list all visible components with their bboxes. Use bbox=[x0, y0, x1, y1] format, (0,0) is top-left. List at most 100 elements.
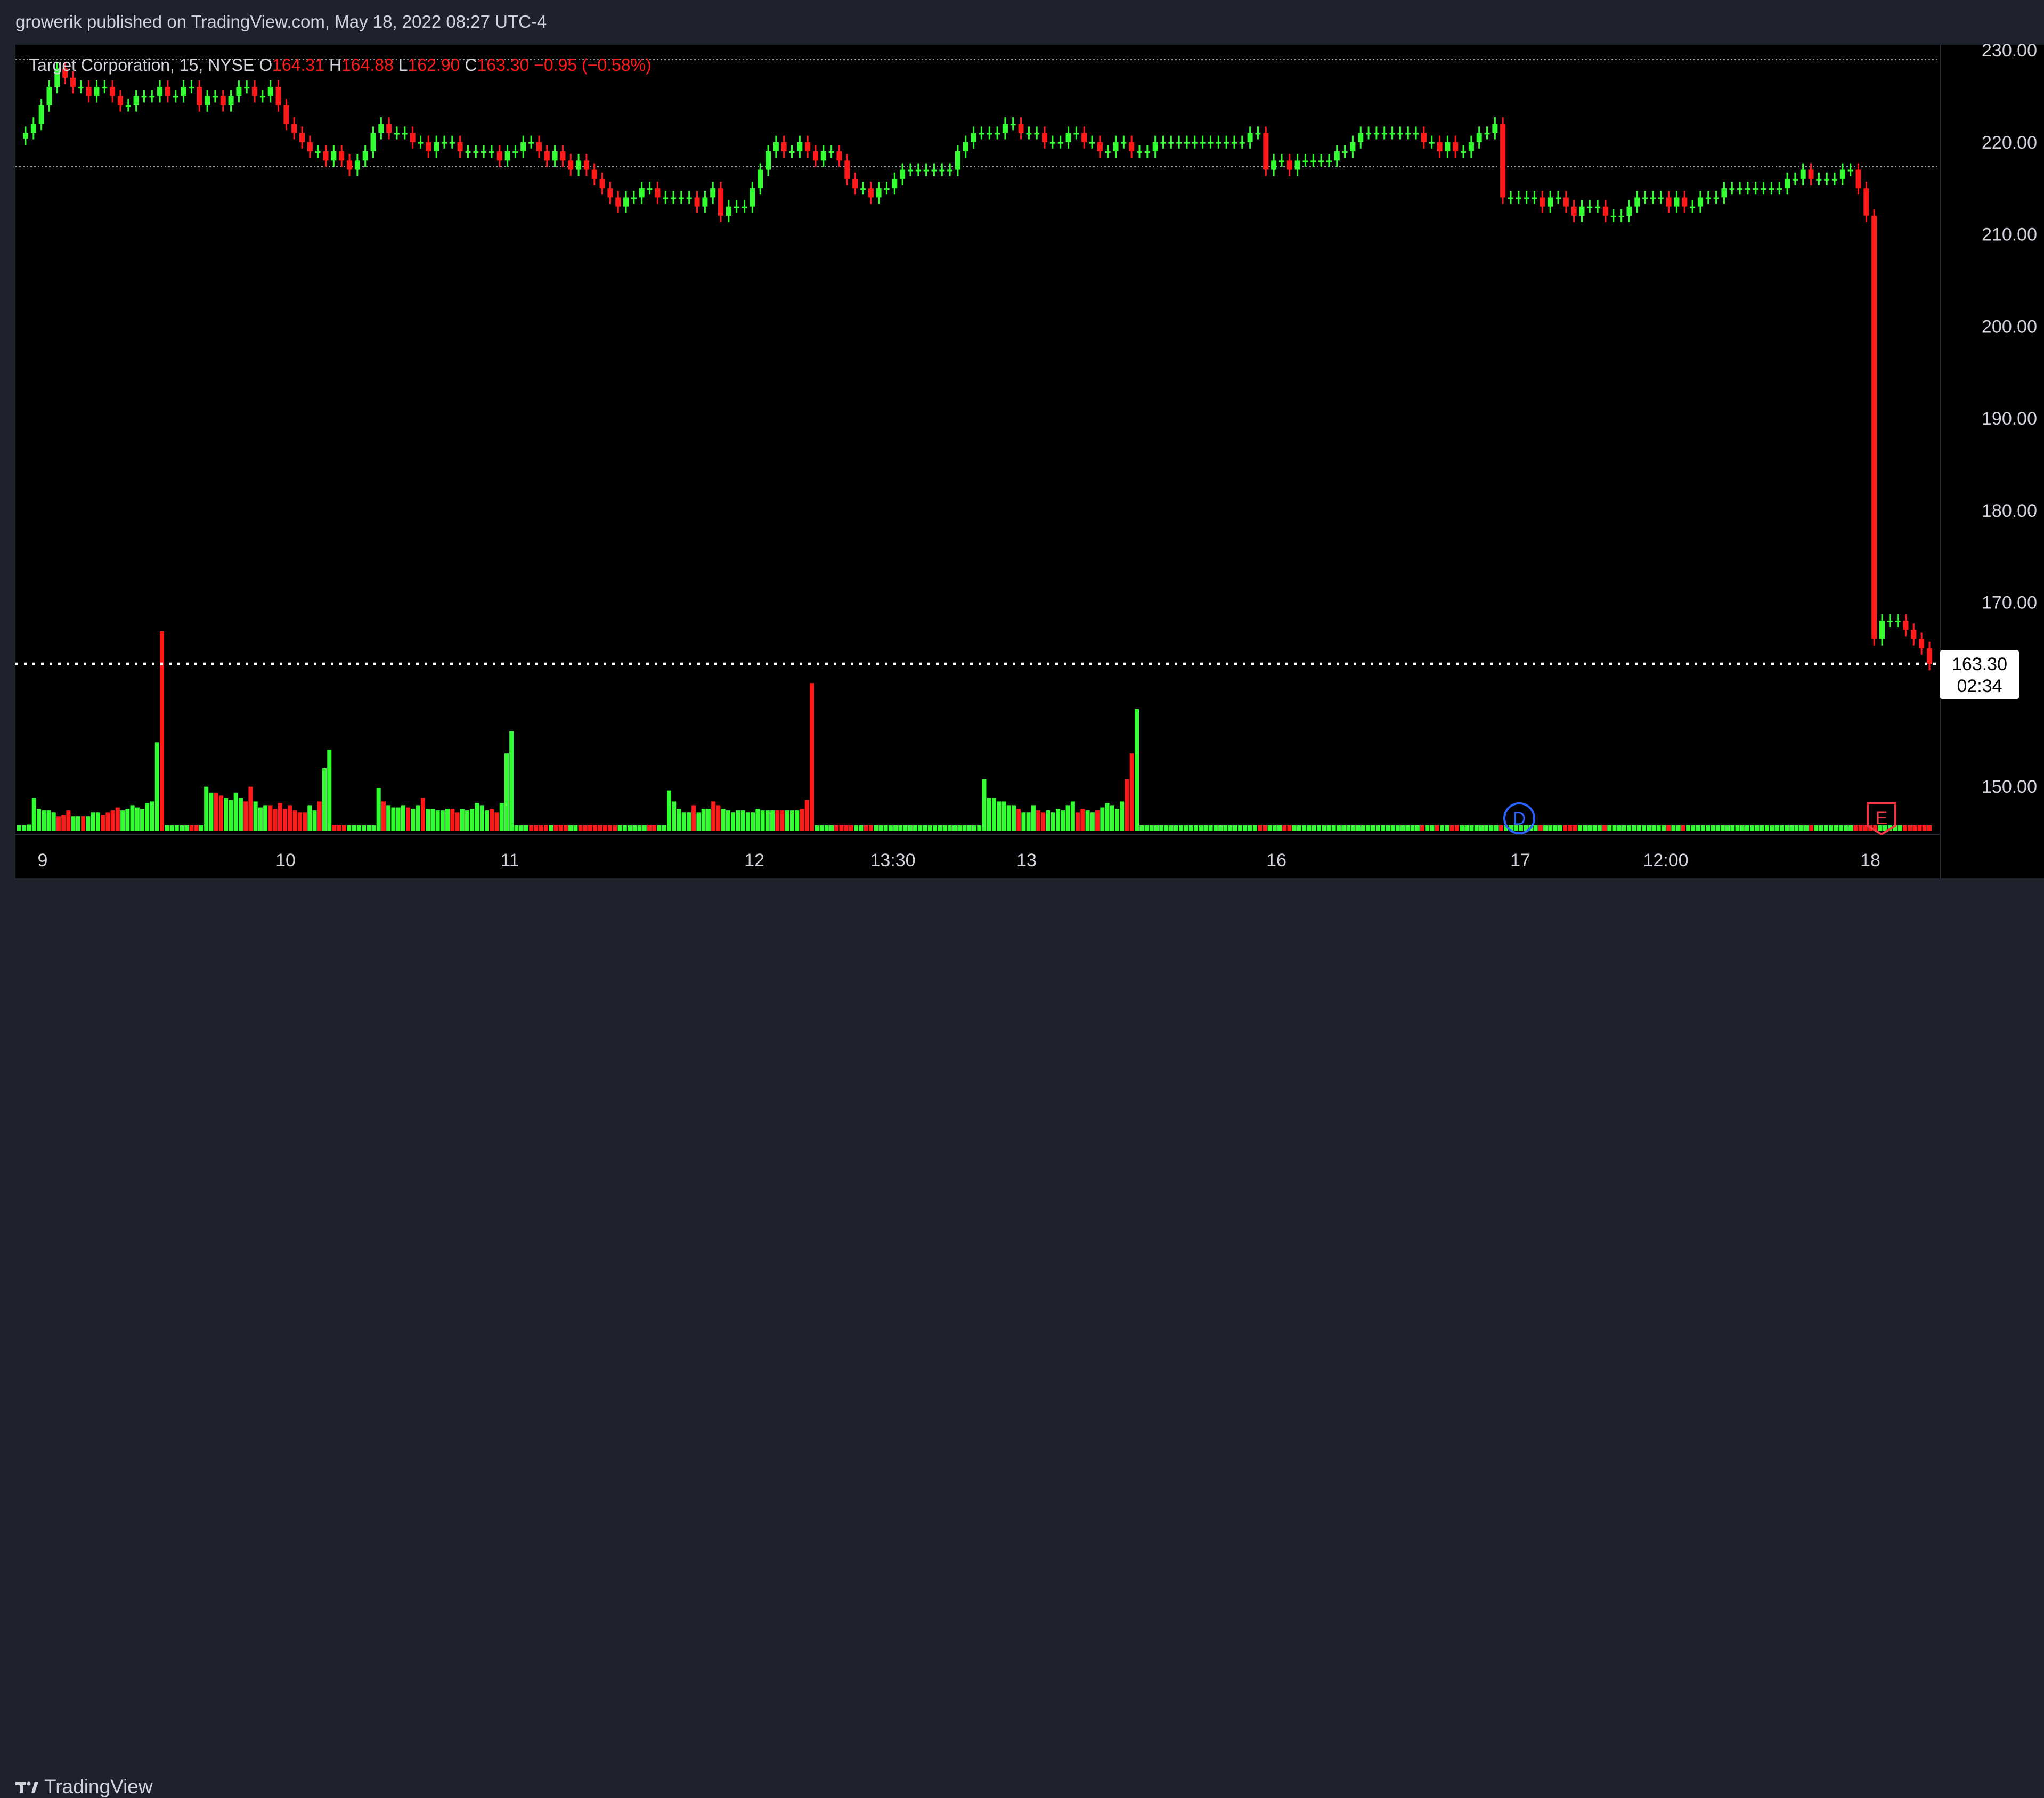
volume-bar bbox=[632, 825, 637, 831]
volume-bar bbox=[1504, 825, 1509, 831]
volume-bar bbox=[677, 809, 681, 831]
volume-bar bbox=[1602, 825, 1607, 831]
candle-body bbox=[583, 160, 589, 170]
volume-bar bbox=[938, 825, 942, 831]
candle-body bbox=[133, 96, 139, 105]
candle-body bbox=[1595, 206, 1601, 208]
volume-bar bbox=[524, 825, 528, 831]
volume-bar bbox=[1188, 825, 1193, 831]
volume-bar bbox=[356, 825, 361, 831]
volume-bar bbox=[105, 812, 110, 831]
volume-bar bbox=[1415, 825, 1420, 831]
volume-bar bbox=[726, 810, 730, 831]
candle-body bbox=[852, 178, 858, 189]
candle-body bbox=[1057, 142, 1063, 144]
candle-body bbox=[1373, 133, 1379, 135]
volume-bar bbox=[1282, 825, 1287, 831]
candle-body bbox=[46, 87, 52, 105]
volume-bar bbox=[1464, 825, 1469, 831]
candle-body bbox=[1255, 133, 1261, 135]
volume-bar bbox=[1794, 825, 1799, 831]
volume-bar bbox=[1518, 825, 1523, 831]
candle-body bbox=[165, 87, 170, 96]
time-tick-label: 12 bbox=[744, 850, 764, 870]
volume-bar bbox=[1632, 825, 1636, 831]
candle-body bbox=[1421, 133, 1427, 142]
time-axis[interactable] bbox=[15, 834, 1940, 878]
volume-bar bbox=[1050, 812, 1055, 831]
volume-bar bbox=[1789, 825, 1794, 831]
volume-bar bbox=[376, 788, 381, 831]
candle-body bbox=[1437, 142, 1443, 152]
candle-body bbox=[1666, 197, 1672, 207]
legend-open-value: 164.31 bbox=[272, 55, 324, 75]
volume-bar bbox=[1656, 825, 1661, 831]
volume-bar bbox=[1715, 825, 1720, 831]
volume-bar bbox=[1636, 825, 1641, 831]
volume-bar bbox=[770, 810, 775, 831]
volume-bar bbox=[933, 825, 938, 831]
candle-body bbox=[394, 133, 400, 135]
volume-bar bbox=[1671, 825, 1676, 831]
volume-bar bbox=[1105, 803, 1110, 831]
candle-body bbox=[1453, 142, 1459, 152]
volume-bar bbox=[160, 631, 165, 831]
candle-body bbox=[1350, 142, 1356, 152]
price-tick-label: 190.00 bbox=[1982, 409, 2037, 429]
candle-body bbox=[418, 142, 424, 144]
volume-bar bbox=[386, 805, 391, 831]
candle-body bbox=[189, 87, 194, 89]
volume-bar bbox=[1120, 801, 1125, 831]
price-axis[interactable] bbox=[1940, 45, 2044, 878]
volume-bar bbox=[317, 801, 322, 831]
volume-bar bbox=[1095, 810, 1100, 831]
time-tick-label: 12:00 bbox=[1643, 850, 1688, 870]
volume-bar bbox=[509, 731, 514, 831]
volume-bar bbox=[859, 825, 864, 831]
volume-bar bbox=[263, 805, 268, 831]
chart-area[interactable] bbox=[15, 45, 1940, 878]
brand[interactable]: TradingView bbox=[15, 1776, 153, 1798]
candle-body bbox=[1461, 151, 1467, 153]
time-tick-label: 17 bbox=[1510, 850, 1530, 870]
volume-bar bbox=[1558, 825, 1562, 831]
candle-body bbox=[750, 188, 755, 207]
volume-bar bbox=[1006, 805, 1011, 831]
volume-bar bbox=[602, 825, 607, 831]
candle-body bbox=[536, 142, 542, 152]
candle-body bbox=[1192, 142, 1198, 144]
volume-bar bbox=[61, 815, 66, 831]
volume-bar bbox=[819, 825, 824, 831]
volume-bar bbox=[1440, 825, 1445, 831]
candle-body bbox=[1216, 142, 1221, 144]
candle-body bbox=[1184, 142, 1190, 144]
volume-bar bbox=[1696, 825, 1700, 831]
volume-bar bbox=[982, 779, 987, 831]
candle-body bbox=[426, 142, 431, 152]
volume-bar bbox=[795, 810, 800, 831]
candle-body bbox=[971, 133, 976, 142]
volume-bar bbox=[1302, 825, 1307, 831]
candle-body bbox=[1737, 188, 1743, 190]
volume-bar bbox=[1484, 825, 1489, 831]
candle-body bbox=[149, 96, 155, 98]
candle-body bbox=[1263, 133, 1269, 170]
volume-bar bbox=[1843, 825, 1848, 831]
candle-body bbox=[1152, 142, 1158, 152]
volume-bar bbox=[154, 742, 159, 831]
volume-bar bbox=[1297, 825, 1301, 831]
volume-bar bbox=[22, 825, 27, 831]
candle-body bbox=[528, 142, 534, 144]
volume-bar bbox=[1853, 825, 1858, 831]
legend-change: −0.95 (−0.58%) bbox=[534, 55, 652, 75]
volume-bar bbox=[1341, 825, 1346, 831]
candle-body bbox=[963, 142, 968, 152]
chart-plot[interactable]: 230.00 220.00 210.00 200.00 190.00 180.00 170.… bbox=[0, 0, 2044, 938]
volume-bar bbox=[115, 807, 120, 831]
volume-bar bbox=[1755, 825, 1760, 831]
volume-bar bbox=[440, 810, 445, 831]
legend-close-value: 163.30 bbox=[477, 55, 530, 75]
volume-bar bbox=[1164, 825, 1169, 831]
candle-body bbox=[1065, 133, 1071, 142]
candle-body bbox=[1492, 124, 1498, 133]
